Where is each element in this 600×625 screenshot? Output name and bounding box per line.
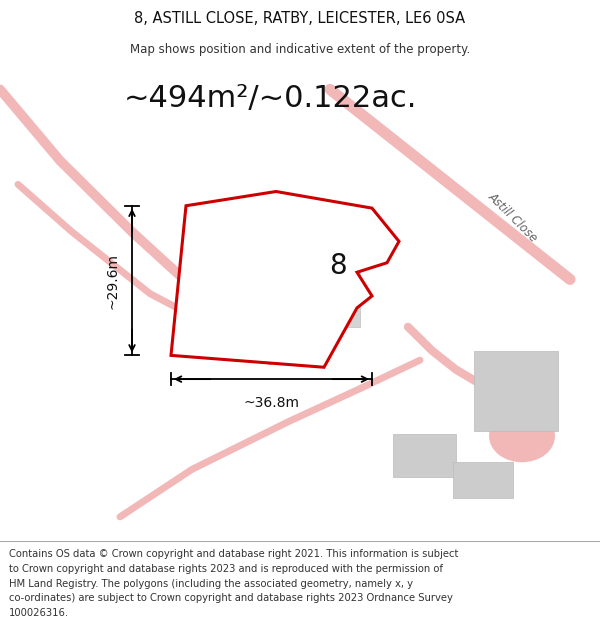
- Polygon shape: [171, 191, 399, 368]
- Text: to Crown copyright and database rights 2023 and is reproduced with the permissio: to Crown copyright and database rights 2…: [9, 564, 443, 574]
- Bar: [222, 227, 360, 327]
- Text: Astill Close: Astill Close: [485, 190, 541, 245]
- Text: 100026316.: 100026316.: [9, 608, 69, 618]
- Polygon shape: [474, 351, 558, 431]
- Bar: [453, 462, 513, 498]
- Text: ~494m²/~0.122ac.: ~494m²/~0.122ac.: [124, 84, 416, 113]
- Text: ~29.6m: ~29.6m: [106, 253, 120, 309]
- Bar: [393, 434, 456, 476]
- Text: HM Land Registry. The polygons (including the associated geometry, namely x, y: HM Land Registry. The polygons (includin…: [9, 579, 413, 589]
- Circle shape: [489, 410, 555, 462]
- Text: ~36.8m: ~36.8m: [244, 396, 299, 410]
- Text: 8, ASTILL CLOSE, RATBY, LEICESTER, LE6 0SA: 8, ASTILL CLOSE, RATBY, LEICESTER, LE6 0…: [134, 11, 466, 26]
- Text: 8: 8: [329, 252, 347, 280]
- Text: co-ordinates) are subject to Crown copyright and database rights 2023 Ordnance S: co-ordinates) are subject to Crown copyr…: [9, 593, 453, 603]
- Text: Map shows position and indicative extent of the property.: Map shows position and indicative extent…: [130, 42, 470, 56]
- Text: Contains OS data © Crown copyright and database right 2021. This information is : Contains OS data © Crown copyright and d…: [9, 549, 458, 559]
